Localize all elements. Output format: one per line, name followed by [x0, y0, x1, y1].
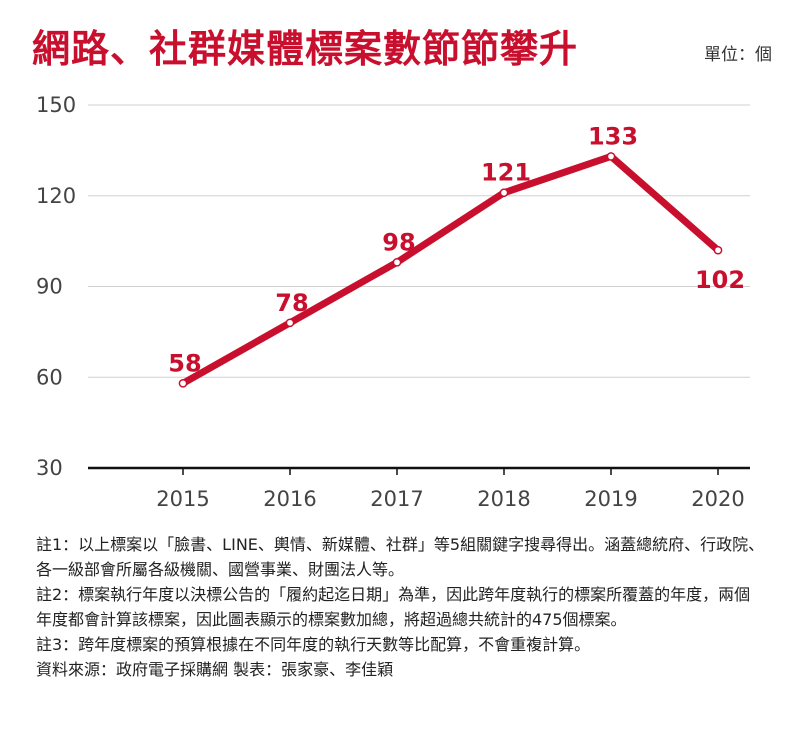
data-label: 133 — [588, 122, 638, 150]
y-tick-label: 90 — [36, 275, 63, 299]
source-credit: 資料來源：政府電子採購網 製表：張家豪、李佳穎 — [36, 660, 394, 679]
data-label: 121 — [481, 159, 531, 187]
line-chart: 30 60 90 120 150 2015 2016 2017 2018 2019 2020 58 78… — [36, 93, 750, 511]
data-point — [178, 378, 188, 388]
data-label: 78 — [275, 289, 308, 317]
footnote-2: 註2：標案執行年度以決標公告的「履約起迄日期」為準，因此跨年度執行的標案所覆蓋的… — [36, 585, 751, 629]
data-label: 102 — [695, 266, 745, 294]
footnote-3: 註3：跨年度標案的預算根據在不同年度的執行天數等比配算，不會重複計算。 — [36, 635, 591, 654]
data-point — [713, 245, 723, 255]
x-tick-label: 2019 — [584, 487, 637, 511]
y-tick-label: 60 — [36, 365, 63, 389]
data-label: 58 — [168, 349, 201, 377]
chart-title: 網路、社群媒體標案數節節攀升 — [32, 27, 579, 71]
data-point — [499, 188, 509, 198]
data-point — [392, 257, 402, 267]
y-tick-label: 120 — [36, 184, 76, 208]
unit-label: 單位：個 — [704, 45, 772, 65]
x-tick-label: 2017 — [370, 487, 423, 511]
y-tick-label: 150 — [36, 93, 76, 117]
data-point — [285, 318, 295, 328]
series-line — [179, 152, 722, 387]
data-label: 98 — [382, 228, 415, 256]
footnote-1: 註1：以上標案以「臉書、LINE、輿情、新媒體、社群」等5組關鍵字搜尋得出。涵蓋… — [36, 535, 765, 579]
y-tick-label: 30 — [36, 456, 63, 480]
data-point — [606, 152, 616, 161]
x-tick-label: 2018 — [477, 487, 530, 511]
x-tick-label: 2015 — [156, 487, 209, 511]
x-tick-label: 2016 — [263, 487, 316, 511]
x-tick-label: 2020 — [691, 487, 744, 511]
footnotes: 註1：以上標案以「臉書、LINE、輿情、新媒體、社群」等5組關鍵字搜尋得出。涵蓋… — [36, 532, 766, 682]
